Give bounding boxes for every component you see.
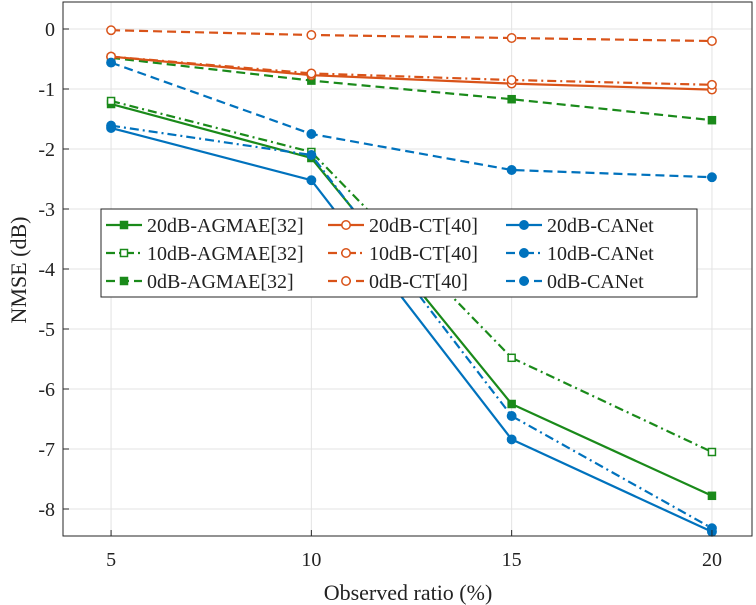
- y-tick-label: -4: [38, 259, 55, 281]
- data-point: [706, 36, 717, 46]
- x-tick-label: 10: [301, 549, 321, 571]
- y-tick-label: -3: [38, 199, 55, 221]
- legend-marker: [341, 248, 351, 258]
- x-tick-label: 15: [502, 549, 522, 571]
- data-point: [306, 175, 317, 186]
- legend-label: 20dB-CT[40]: [369, 215, 478, 237]
- data-point: [506, 165, 517, 175]
- data-point: [106, 25, 117, 36]
- data-point: [306, 68, 317, 79]
- legend-entries: 20dB-AGMAE[32] 10dB-AGMAE[32] 0dB-AGMAE[32…: [106, 215, 654, 293]
- legend-label: 10dB-CANet: [547, 243, 654, 265]
- y-tick-label: -1: [38, 79, 55, 101]
- data-point: [507, 353, 516, 363]
- legend-label: 0dB-CANet: [547, 271, 644, 293]
- data-point: [707, 447, 717, 457]
- data-point: [707, 115, 717, 125]
- legend-box: [100, 208, 698, 298]
- data-point: [506, 75, 517, 85]
- legend-marker: [119, 276, 129, 286]
- data-point: [306, 129, 317, 139]
- data-point: [106, 57, 117, 68]
- legend-label: 20dB-CANet: [547, 215, 654, 237]
- y-tick-label: -2: [38, 139, 55, 161]
- series-line: [111, 29, 712, 43]
- legend-label: 0dB-CT[40]: [369, 271, 468, 293]
- tick-labels: 5 10 15 20 0 -1 -2 -3 -4 -5 -6 -7 -8: [38, 19, 722, 571]
- legend-marker: [519, 248, 529, 258]
- x-axis-label: Observed ratio (%): [324, 580, 493, 605]
- legend-marker: [341, 276, 351, 286]
- data-point: [507, 399, 516, 409]
- legend-marker: [519, 276, 529, 286]
- data-point: [306, 30, 317, 40]
- legend-marker: [119, 220, 129, 230]
- y-tick-label: 0: [45, 19, 55, 41]
- y-tick-label: -8: [38, 499, 55, 521]
- data-point: [506, 411, 517, 421]
- y-tick-label: -5: [38, 319, 55, 341]
- series-line: [110, 61, 712, 179]
- x-tick-label: 5: [106, 549, 116, 571]
- series-9: [106, 57, 717, 183]
- data-point: [506, 33, 517, 43]
- data-point: [706, 79, 717, 90]
- legend-marker: [119, 248, 129, 258]
- legend-marker: [341, 220, 351, 230]
- data-point: [507, 94, 516, 104]
- legend-label: 0dB-AGMAE[32]: [147, 271, 294, 293]
- series-line: [110, 55, 712, 86]
- y-axis-label: NMSE (dB): [6, 217, 31, 324]
- data-point: [706, 172, 717, 183]
- legend: 20dB-AGMAE[32] 10dB-AGMAE[32] 0dB-AGMAE[32…: [100, 208, 698, 298]
- y-tick-label: -6: [38, 379, 55, 401]
- legend-label: 20dB-AGMAE[32]: [147, 215, 304, 237]
- data-point: [506, 434, 517, 445]
- legend-label: 10dB-AGMAE[32]: [147, 243, 304, 265]
- series-line: [110, 126, 713, 533]
- y-tick-label: -7: [38, 439, 55, 461]
- data-point: [707, 491, 717, 501]
- series-6: [106, 25, 717, 46]
- data-point: [306, 150, 317, 160]
- data-point: [106, 120, 117, 131]
- legend-label: 10dB-CT[40]: [369, 243, 478, 265]
- series-line: [110, 56, 713, 122]
- data-point: [106, 96, 116, 106]
- legend-marker: [519, 220, 529, 230]
- x-tick-label: 20: [702, 549, 722, 571]
